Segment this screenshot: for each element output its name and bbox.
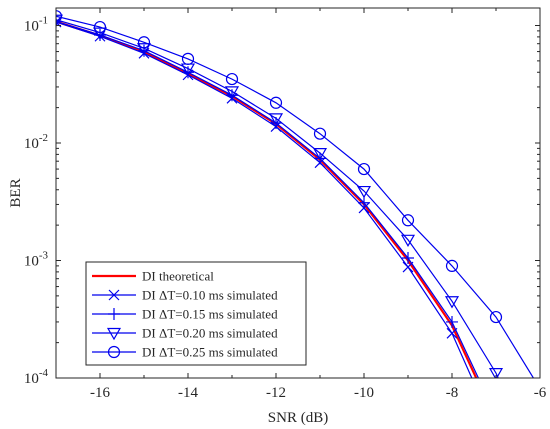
series-point (356, 185, 372, 199)
legend-entry-label: DI theoretical (142, 269, 214, 284)
series-point (445, 259, 459, 272)
series-point (269, 96, 283, 109)
legend-swatch-marker (106, 327, 122, 341)
series-point (56, 15, 62, 28)
legend: DI theoretical DI ΔT=0.10 ms simulated DI … (85, 261, 307, 366)
series-point (137, 36, 151, 49)
legend-entry-label: DI ΔT=0.20 ms simulated (142, 326, 278, 341)
y-tick-label: 10-2 (24, 132, 48, 152)
y-axis-label: BER (8, 178, 24, 207)
series-4 (56, 14, 504, 378)
series-point (225, 72, 239, 86)
x-tick-label: -12 (266, 385, 286, 401)
series-point (401, 214, 415, 227)
x-tick-label: -10 (354, 385, 374, 401)
y-tick-label: 10-4 (24, 367, 49, 387)
series-point (446, 315, 458, 328)
series-point (93, 20, 107, 34)
series-point (136, 43, 152, 56)
y-tick-label: 10-1 (24, 15, 48, 35)
series-point (444, 296, 460, 309)
series-point (92, 27, 108, 40)
x-tick-label: -6 (534, 385, 547, 401)
series-point (489, 310, 503, 324)
plot-frame (55, 7, 541, 379)
axis-layer: -16 -14 -12 -10 -8 -6 10-4 10-3 10-2 10-1 (24, 8, 547, 401)
y-tick-label: 10-3 (24, 250, 49, 270)
legend-swatch-marker (108, 289, 120, 301)
series-point (56, 10, 63, 23)
x-axis-label: SNR (dB) (268, 410, 328, 426)
legend-entry-label: DI ΔT=0.10 ms simulated (142, 288, 278, 303)
series-line (56, 15, 534, 378)
series-point (313, 127, 327, 140)
series-point (358, 196, 370, 209)
legend-swatch-marker (108, 308, 120, 320)
series-5 (56, 10, 534, 378)
legend-swatch-marker (107, 345, 121, 359)
x-tick-label: -16 (90, 385, 110, 401)
legend-entry-label: DI ΔT=0.15 ms simulated (142, 307, 278, 322)
series-point (488, 368, 504, 378)
series-point (400, 234, 416, 248)
series-point (357, 162, 371, 176)
legend-entry-label: DI ΔT=0.25 ms simulated (142, 345, 278, 360)
x-tick-label: -8 (446, 385, 459, 401)
series-point (268, 113, 284, 126)
series-point (312, 148, 328, 161)
series-point (181, 52, 195, 65)
series-point (402, 252, 414, 265)
x-tick-label: -14 (178, 385, 198, 401)
series-line (56, 19, 499, 378)
series-point (224, 86, 240, 99)
